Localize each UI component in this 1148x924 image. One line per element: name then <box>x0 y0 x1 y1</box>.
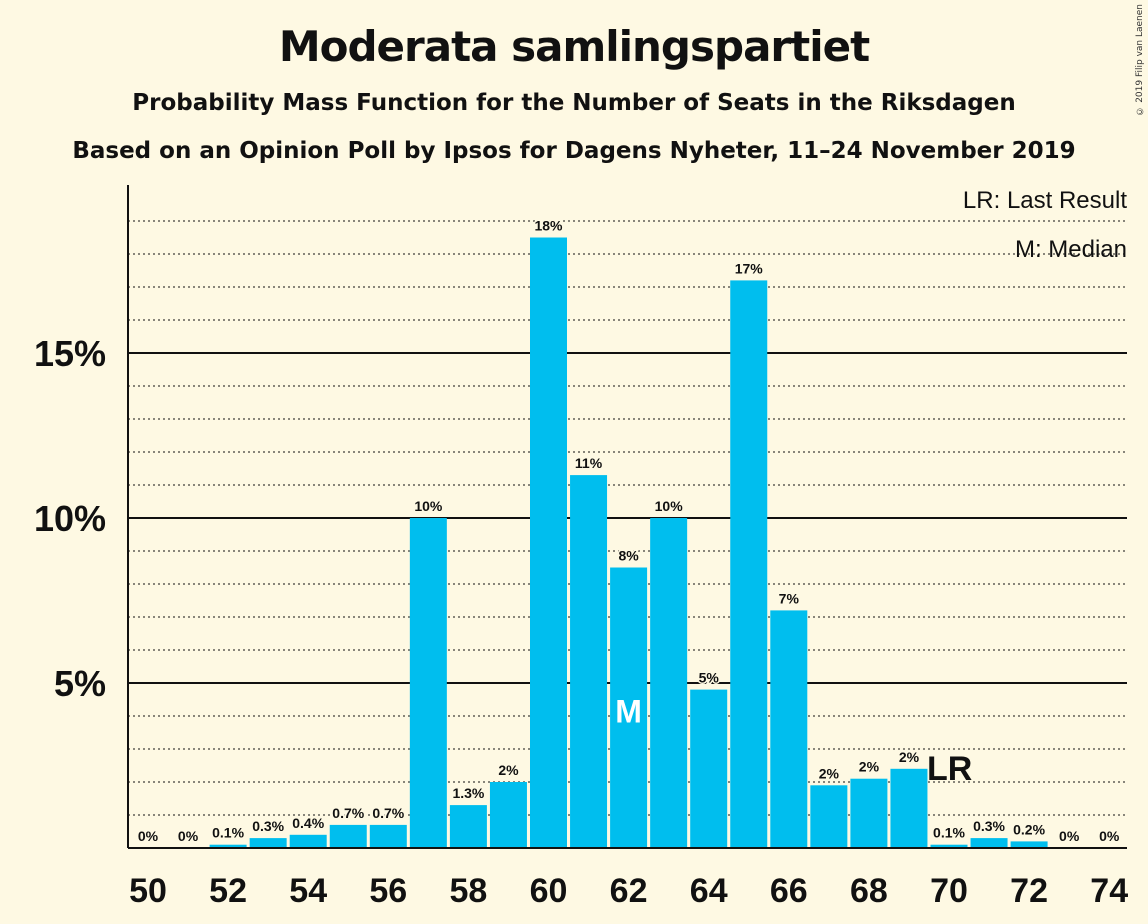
bar <box>690 689 728 848</box>
data-label: 2% <box>859 759 880 775</box>
x-tick-label: 64 <box>690 872 728 910</box>
data-label: 0.1% <box>212 825 244 841</box>
data-label: 18% <box>534 218 563 234</box>
data-label: 17% <box>735 260 764 276</box>
chart-subtitle: Probability Mass Function for the Number… <box>132 90 1016 116</box>
data-label: 11% <box>575 455 603 471</box>
bar <box>770 610 808 848</box>
data-label: 0.2% <box>1013 821 1045 837</box>
bar <box>449 805 487 848</box>
data-label: 0% <box>138 828 159 844</box>
x-tick-label: 54 <box>289 872 327 910</box>
data-label: 7% <box>779 590 800 606</box>
data-label: 0% <box>178 828 199 844</box>
bar-series <box>209 237 1048 848</box>
axes: 5% 10% 15% 50 52 54 56 58 60 62 64 66 68 70 72 74 <box>34 185 1128 910</box>
bar <box>810 785 848 848</box>
bar <box>730 280 768 848</box>
data-label: 2% <box>819 765 840 781</box>
x-tick-label: 68 <box>850 872 888 910</box>
bar <box>610 567 648 848</box>
bar <box>970 838 1008 848</box>
bar <box>570 475 608 848</box>
data-label: 0.3% <box>252 818 284 834</box>
x-tick-label: 70 <box>930 872 968 910</box>
grid-lines <box>128 220 1127 816</box>
chart-title: Moderata samlingspartiet <box>278 22 870 71</box>
data-labels: 0% 0% 0.1% 0.3% 0.4% 0.7% 0.7% 10% 1.3% 2% 18% 11% 8… <box>136 216 1121 846</box>
y-tick-label: 5% <box>54 663 106 704</box>
data-label: 0.1% <box>933 825 965 841</box>
legend-last-result: LR: Last Result <box>963 187 1127 214</box>
x-tick-label: 58 <box>449 872 487 910</box>
median-marker: M <box>615 694 642 730</box>
bar <box>289 834 327 848</box>
data-label: 0.4% <box>292 815 324 831</box>
bar <box>489 782 527 848</box>
bar <box>650 518 688 848</box>
x-tick-label: 72 <box>1010 872 1048 910</box>
data-label: 0% <box>1099 828 1120 844</box>
x-tick-label: 62 <box>610 872 648 910</box>
data-label: 5% <box>699 670 720 686</box>
data-label: 0.7% <box>372 805 404 821</box>
data-label: 2% <box>899 749 920 765</box>
bar <box>209 844 247 848</box>
data-label: 0.7% <box>332 805 364 821</box>
legend-median: M: Median <box>1015 236 1127 263</box>
x-tick-label: 66 <box>770 872 808 910</box>
y-tick-label: 15% <box>34 333 106 374</box>
x-tick-label: 50 <box>129 872 167 910</box>
data-label: 2% <box>498 762 519 778</box>
chart-source-line: Based on an Opinion Poll by Ipsos for Da… <box>72 138 1076 164</box>
bar <box>890 768 928 848</box>
x-tick-label: 52 <box>209 872 247 910</box>
bar <box>1010 841 1048 848</box>
bar <box>930 844 968 848</box>
data-label: 1.3% <box>452 785 484 801</box>
bar <box>850 778 888 848</box>
data-label: 8% <box>618 548 639 564</box>
bar <box>530 237 567 848</box>
x-tick-label: 74 <box>1090 872 1128 910</box>
bar <box>249 838 287 848</box>
bar <box>329 824 367 848</box>
markers: M LR <box>615 694 972 789</box>
bar <box>369 824 407 848</box>
data-label: 0.3% <box>973 818 1005 834</box>
y-tick-label: 10% <box>34 498 106 539</box>
x-tick-label: 56 <box>369 872 407 910</box>
data-label: 10% <box>414 498 443 514</box>
data-label: 10% <box>655 498 684 514</box>
last-result-marker: LR <box>927 750 972 788</box>
x-tick-label: 60 <box>530 872 568 910</box>
bar <box>409 518 447 848</box>
data-label: 0% <box>1059 828 1080 844</box>
